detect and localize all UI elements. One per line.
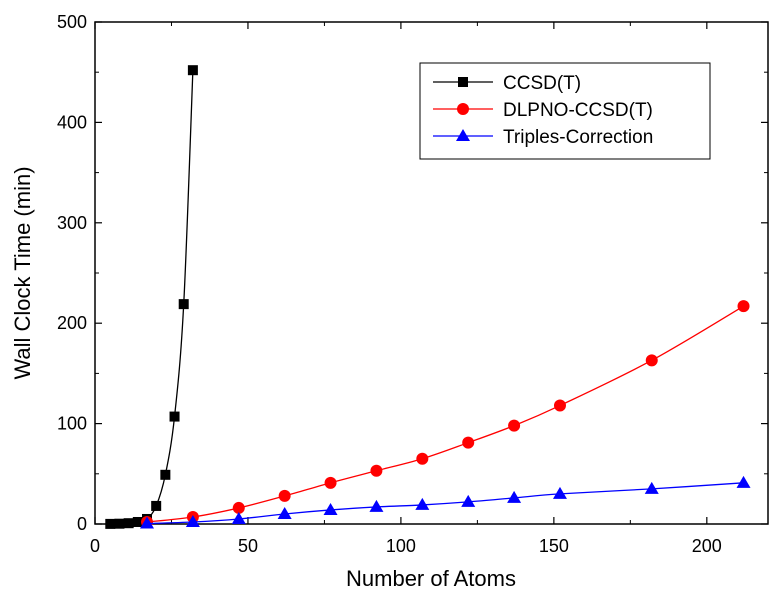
- x-tick-label: 100: [386, 536, 416, 556]
- data-point-dlpno-ccsd-t: [232, 501, 245, 514]
- axis-ticks: 0 50 100 150 200 0 100 200 300 400 500: [57, 12, 768, 556]
- data-point-triples-correction: [415, 497, 430, 510]
- legend-marker-triples-correction: [456, 129, 470, 141]
- legend-marker-dlpno-ccsd-t: [457, 103, 469, 115]
- data-point-triples-correction: [185, 514, 200, 527]
- data-point-ccsd-t: [169, 411, 180, 422]
- data-point-ccsd-t: [178, 299, 189, 310]
- legend: CCSD(T) DLPNO-CCSD(T) Triples-Correction: [419, 62, 711, 160]
- data-point-triples-correction: [277, 506, 292, 519]
- y-axis-label: Wall Clock Time (min): [10, 166, 35, 379]
- data-point-dlpno-ccsd-t: [278, 489, 291, 502]
- data-point-ccsd-t: [160, 469, 171, 480]
- series-triples-correction: [140, 475, 751, 529]
- y-tick-label: 300: [57, 213, 87, 233]
- y-tick-label: 400: [57, 112, 87, 132]
- data-point-triples-correction: [231, 511, 246, 524]
- data-point-ccsd-t: [187, 65, 198, 76]
- data-point-ccsd-t: [132, 516, 143, 527]
- data-point-triples-correction: [323, 502, 338, 515]
- x-tick-label: 50: [238, 536, 258, 556]
- data-point-dlpno-ccsd-t: [645, 354, 658, 367]
- x-tick-label: 0: [90, 536, 100, 556]
- x-tick-label: 200: [692, 536, 722, 556]
- data-point-dlpno-ccsd-t: [416, 452, 429, 465]
- x-axis-label: Number of Atoms: [346, 566, 516, 591]
- data-point-triples-correction: [461, 494, 476, 507]
- series-group: [105, 65, 751, 529]
- y-tick-label: 0: [77, 514, 87, 534]
- data-point-dlpno-ccsd-t: [553, 399, 566, 412]
- x-tick-label: 150: [539, 536, 569, 556]
- data-point-ccsd-t: [151, 500, 162, 511]
- data-point-triples-correction: [552, 486, 567, 499]
- data-point-dlpno-ccsd-t: [508, 419, 521, 432]
- series-line-ccsd-t: [110, 70, 194, 525]
- legend-label-ccsd-t: CCSD(T): [503, 73, 581, 94]
- legend-marker-ccsd-t: [458, 77, 468, 87]
- data-point-triples-correction: [736, 475, 751, 488]
- y-tick-label: 100: [57, 414, 87, 434]
- data-point-triples-correction: [140, 516, 155, 529]
- data-point-dlpno-ccsd-t: [462, 436, 475, 449]
- data-point-dlpno-ccsd-t: [324, 476, 337, 489]
- data-point-dlpno-ccsd-t: [737, 300, 750, 313]
- data-point-triples-correction: [644, 481, 659, 494]
- legend-label-dlpno-ccsd-t: DLPNO-CCSD(T): [503, 100, 653, 121]
- data-point-triples-correction: [507, 490, 522, 503]
- data-point-ccsd-t: [123, 518, 134, 529]
- data-point-triples-correction: [369, 499, 384, 512]
- y-tick-label: 200: [57, 313, 87, 333]
- legend-label-triples-correction: Triples-Correction: [503, 127, 653, 148]
- data-point-ccsd-t: [114, 518, 125, 529]
- data-point-dlpno-ccsd-t: [370, 464, 383, 477]
- series-ccsd-t: [105, 65, 198, 529]
- data-point-ccsd-t: [105, 518, 116, 529]
- y-tick-label: 500: [57, 12, 87, 32]
